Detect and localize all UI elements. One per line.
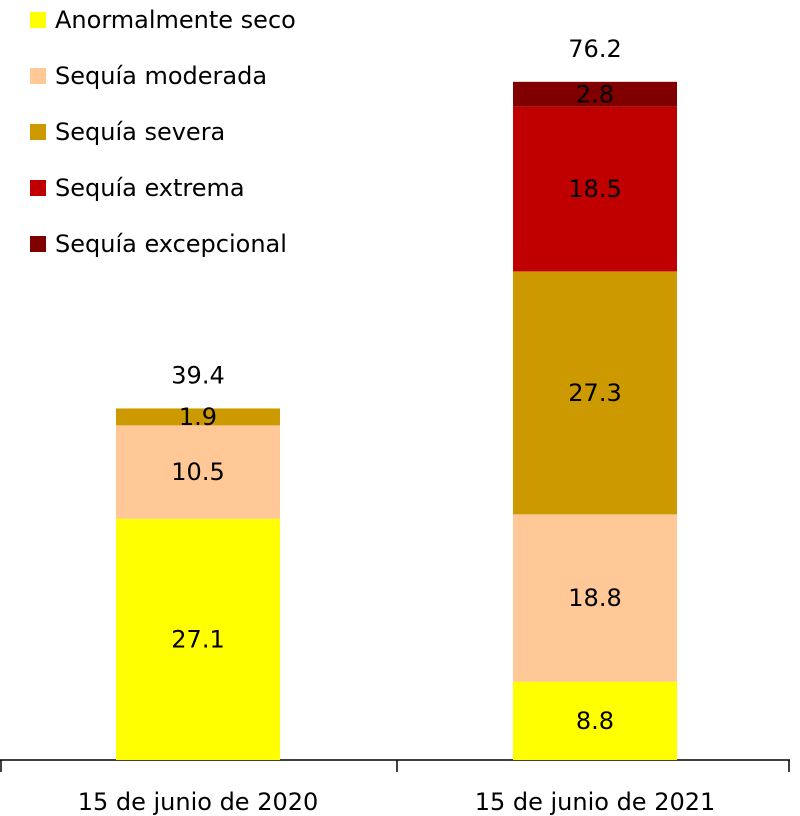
bar-segment bbox=[513, 106, 677, 272]
bar-segment bbox=[513, 81, 677, 107]
total-label: 76.2 bbox=[568, 35, 621, 63]
data-label: 2.8 bbox=[576, 80, 614, 108]
bar-segment bbox=[116, 408, 280, 426]
data-label: 10.5 bbox=[171, 458, 224, 486]
data-label: 27.3 bbox=[568, 379, 621, 407]
legend-label: Sequía extrema bbox=[55, 174, 245, 202]
legend-label: Sequía severa bbox=[55, 118, 225, 146]
x-tick-label: 15 de junio de 2021 bbox=[475, 788, 716, 816]
data-label: 18.8 bbox=[568, 584, 621, 612]
legend-label: Anormalmente seco bbox=[55, 6, 296, 34]
bar-segment bbox=[513, 681, 677, 760]
bar-segment bbox=[116, 518, 280, 760]
bar-segment bbox=[513, 271, 677, 515]
bar-segment bbox=[116, 425, 280, 519]
legend-swatch bbox=[30, 68, 46, 84]
legend-label: Sequía excepcional bbox=[55, 230, 287, 258]
legend-swatch bbox=[30, 12, 46, 28]
bar-segment bbox=[513, 514, 677, 682]
data-label: 1.9 bbox=[179, 403, 217, 431]
x-axis bbox=[0, 759, 790, 772]
total-label: 39.4 bbox=[171, 361, 224, 389]
data-label: 18.5 bbox=[568, 175, 621, 203]
legend-swatch bbox=[30, 180, 46, 196]
data-label: 8.8 bbox=[576, 707, 614, 735]
legend-swatch bbox=[30, 236, 46, 252]
legend-swatch bbox=[30, 124, 46, 140]
legend-label: Sequía moderada bbox=[55, 62, 267, 90]
data-label: 27.1 bbox=[171, 625, 224, 653]
x-tick-label: 15 de junio de 2020 bbox=[78, 788, 319, 816]
